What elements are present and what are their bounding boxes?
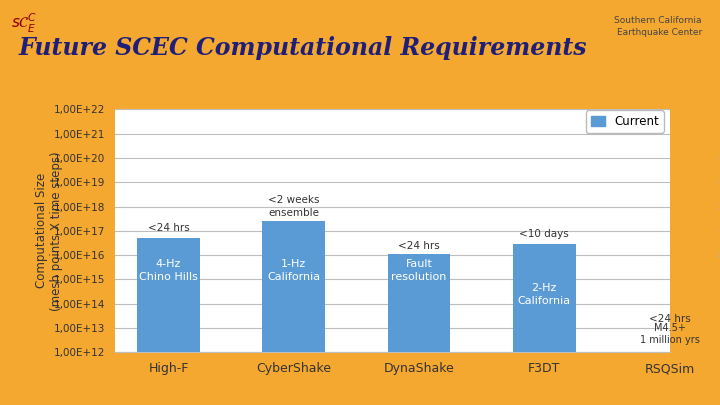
Text: $s\mathcal{C}_E^C$: $s\mathcal{C}_E^C$: [11, 12, 37, 35]
Text: 1,000,000,000: 1,000,000,000: [717, 204, 720, 209]
Text: ~50 B: ~50 B: [717, 179, 720, 185]
Text: 1-Hz
California: 1-Hz California: [267, 259, 320, 282]
Legend: Current: Current: [586, 111, 664, 133]
Text: 2-Hz
California: 2-Hz California: [518, 283, 571, 306]
Text: <24 hrs: <24 hrs: [649, 314, 690, 324]
Text: <2 weeks
ensemble: <2 weeks ensemble: [268, 195, 320, 217]
Text: <24 hrs: <24 hrs: [398, 241, 440, 251]
Text: ~10M: ~10M: [717, 228, 720, 234]
Text: Future SCEC Computational Requirements: Future SCEC Computational Requirements: [18, 36, 587, 60]
Text: Southern California
Earthquake Center: Southern California Earthquake Center: [614, 16, 702, 37]
Bar: [262, 221, 325, 405]
Text: 200,000,000: 200,000,000: [717, 252, 720, 258]
Text: ~2 T: ~2 T: [717, 155, 720, 161]
Y-axis label: Computational Size
(mesh points X time steps): Computational Size (mesh points X time s…: [35, 151, 63, 311]
Text: <10 days: <10 days: [519, 229, 570, 239]
Bar: [513, 243, 575, 405]
Text: 20-m
Fault
resolution: 20-m Fault resolution: [392, 245, 446, 282]
Text: <24 hrs: <24 hrs: [148, 223, 189, 233]
Text: M4.5+
1 million yrs: M4.5+ 1 million yrs: [639, 323, 700, 345]
Bar: [137, 238, 199, 405]
Bar: [387, 254, 450, 405]
Text: 4-Hz
Chino Hills: 4-Hz Chino Hills: [139, 259, 198, 282]
